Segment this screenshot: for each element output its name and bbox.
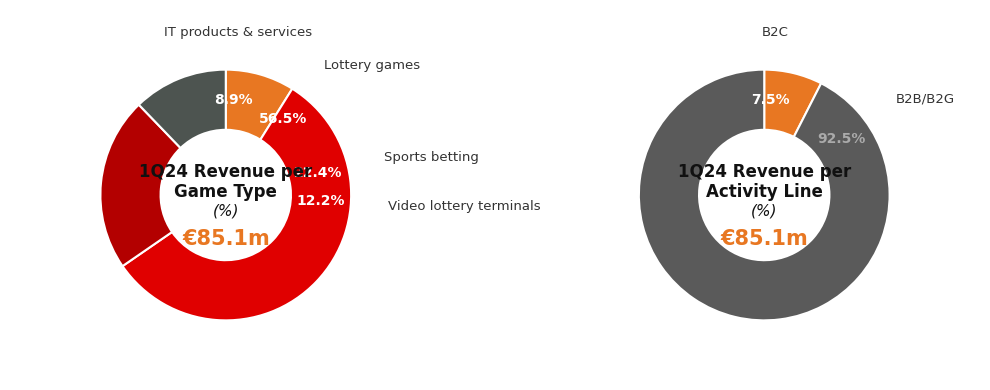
Text: B2B/B2G: B2B/B2G	[896, 92, 954, 105]
Wedge shape	[639, 70, 890, 320]
Text: Game Type: Game Type	[174, 183, 277, 202]
Text: 8.9%: 8.9%	[214, 93, 252, 107]
Text: 22.4%: 22.4%	[294, 166, 343, 180]
Text: 12.2%: 12.2%	[297, 195, 346, 209]
Text: B2C: B2C	[761, 26, 788, 39]
Text: Sports betting: Sports betting	[384, 151, 479, 164]
Wedge shape	[139, 70, 226, 148]
Text: Activity Line: Activity Line	[706, 183, 823, 202]
Text: 56.5%: 56.5%	[259, 112, 308, 126]
Text: €85.1m: €85.1m	[721, 229, 808, 249]
Text: IT products & services: IT products & services	[164, 26, 313, 39]
Wedge shape	[123, 89, 351, 320]
Wedge shape	[764, 70, 821, 137]
Text: 1Q24 Revenue per: 1Q24 Revenue per	[140, 163, 313, 181]
Text: 92.5%: 92.5%	[817, 132, 865, 145]
Text: €85.1m: €85.1m	[182, 229, 269, 249]
Text: 1Q24 Revenue per: 1Q24 Revenue per	[677, 163, 850, 181]
Text: (%): (%)	[213, 204, 239, 219]
Text: Video lottery terminals: Video lottery terminals	[388, 200, 541, 213]
Wedge shape	[100, 105, 180, 266]
Wedge shape	[226, 70, 292, 140]
Text: Lottery games: Lottery games	[324, 58, 421, 72]
Text: (%): (%)	[751, 204, 777, 219]
Text: 7.5%: 7.5%	[751, 93, 790, 107]
